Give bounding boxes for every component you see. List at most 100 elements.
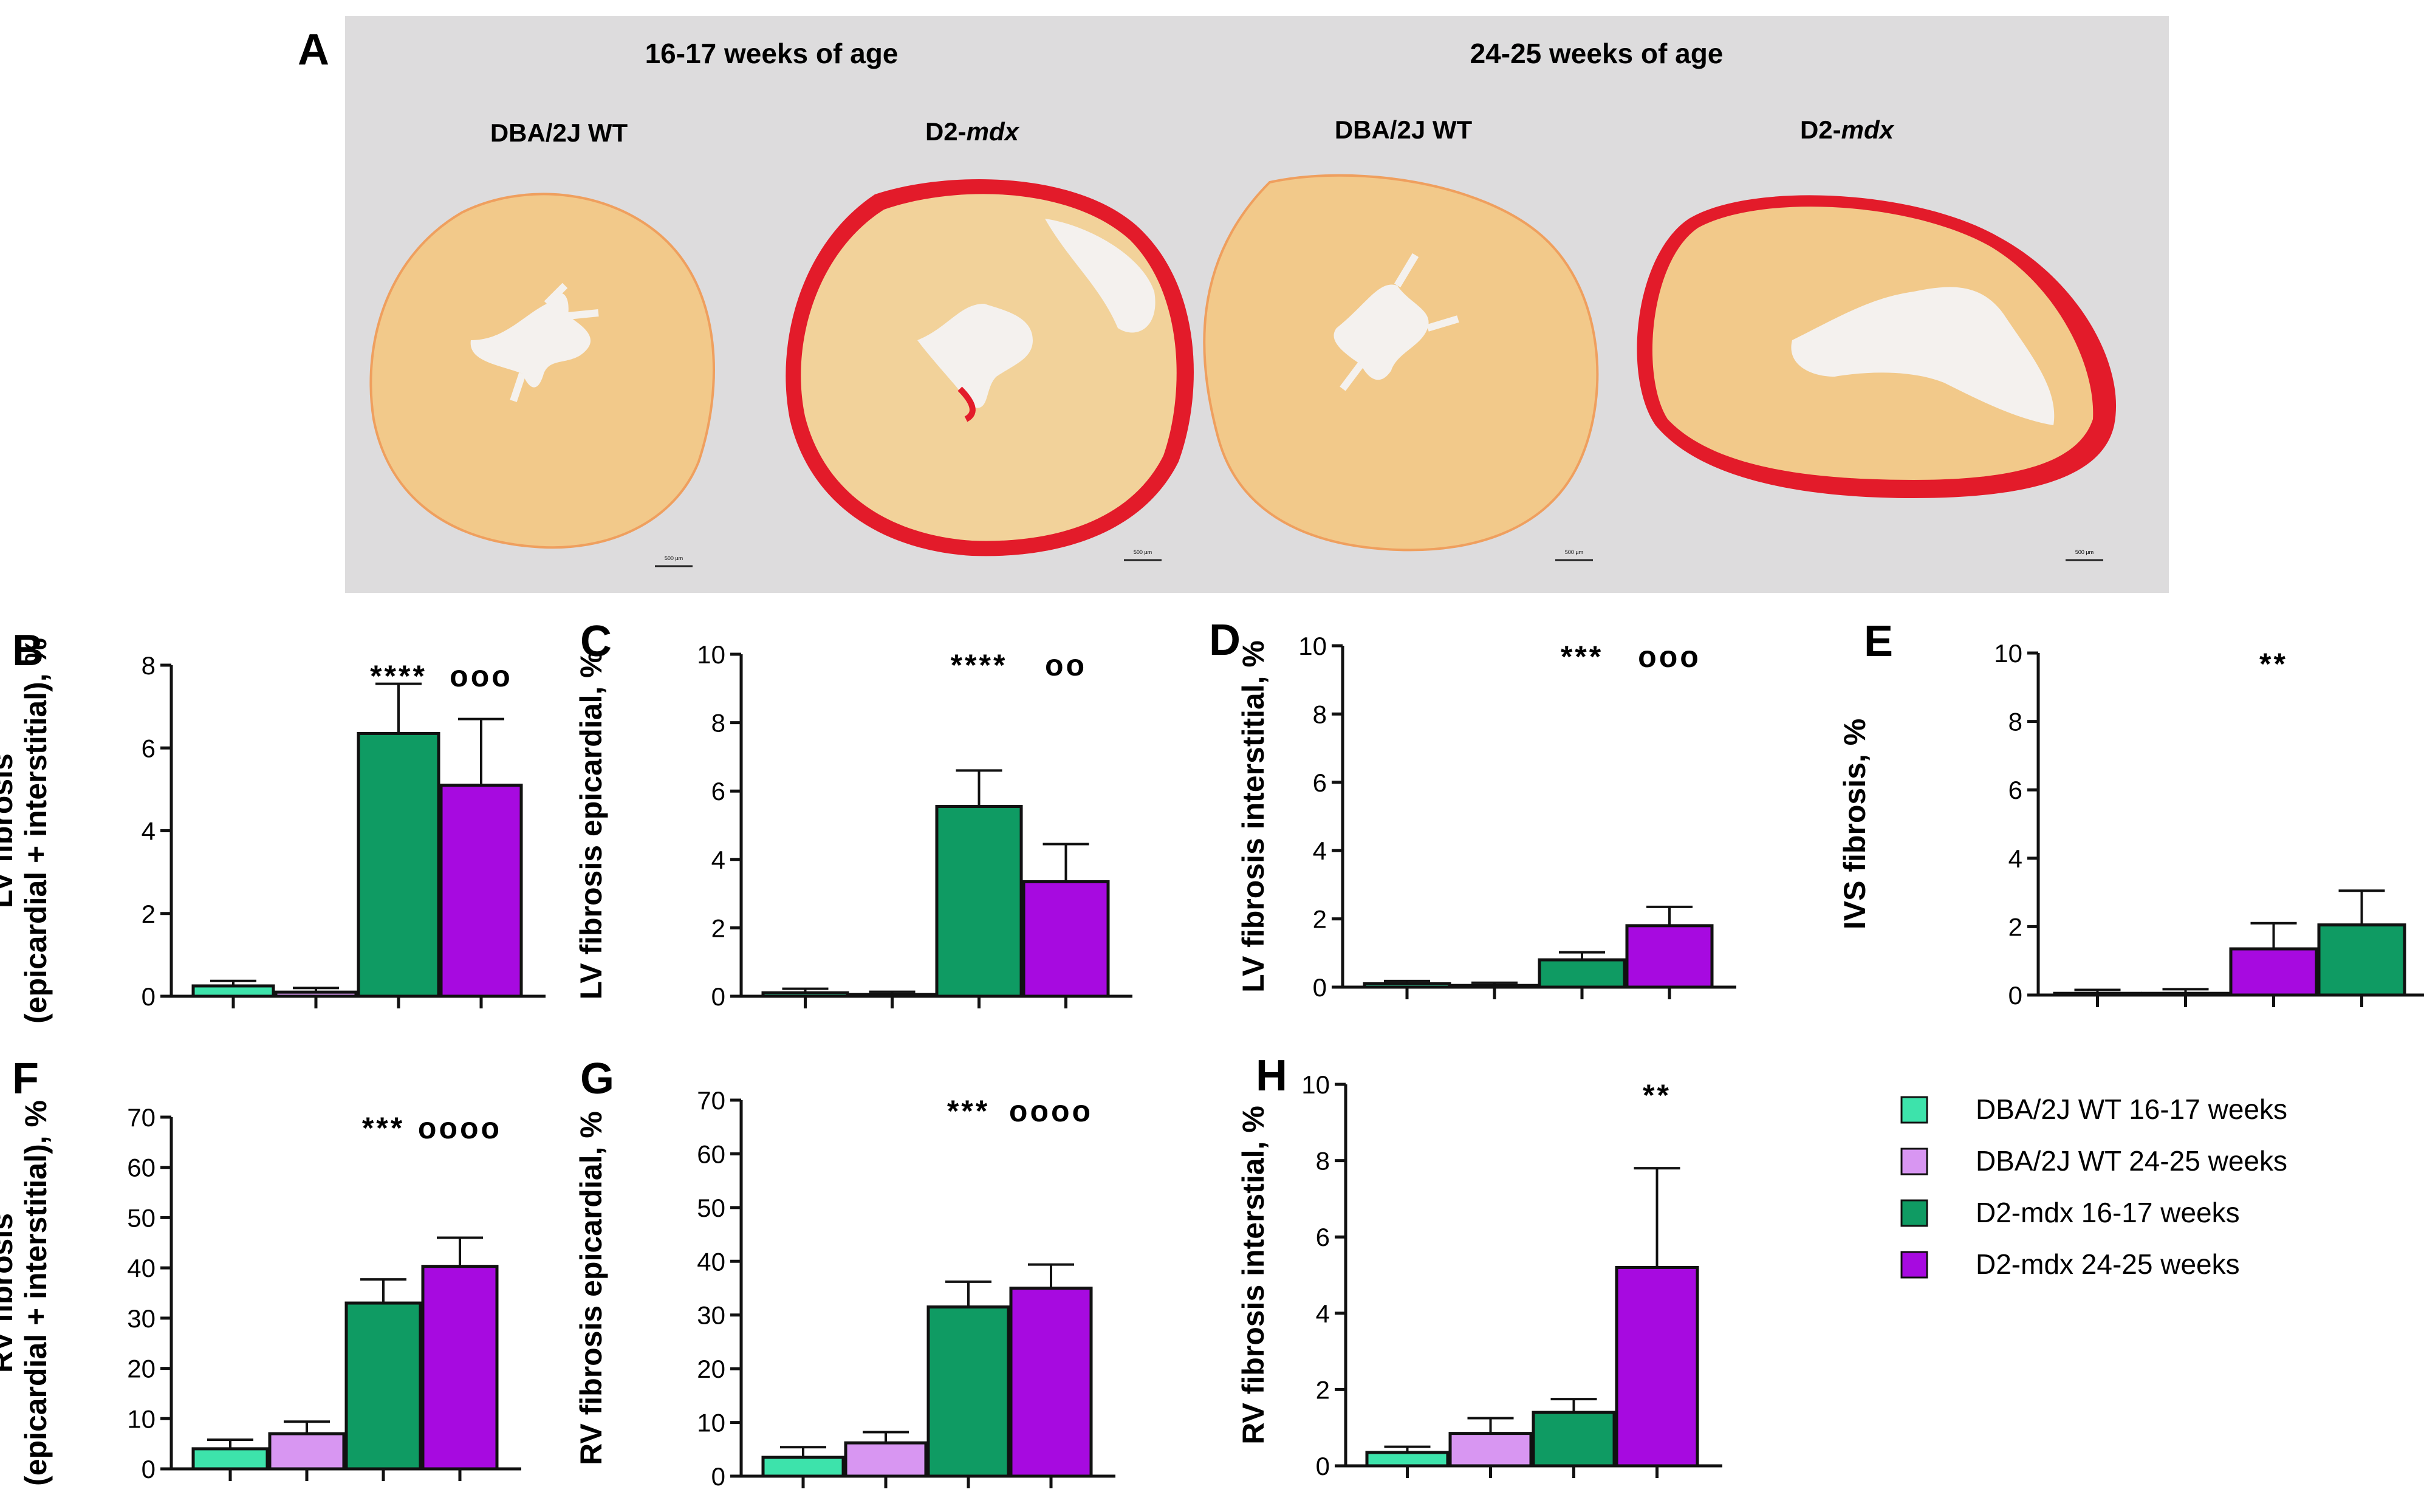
y-tick-label-h-5: 10 xyxy=(1301,1070,1330,1099)
y-tick-label-d-2: 4 xyxy=(1313,836,1327,865)
significance-f-1: oooo xyxy=(418,1111,502,1145)
legend-item-wt-24: DBA/2J WT 24-25 weeks xyxy=(1900,1145,2287,1177)
svg-text:500 µm: 500 µm xyxy=(2075,549,2094,555)
sample-label-mdx-16: D2-mdx xyxy=(925,117,1020,146)
bar-c-3 xyxy=(1022,880,1110,998)
scale-bar-3: 500 µm xyxy=(1555,549,1593,561)
y-tick-label-d-3: 6 xyxy=(1313,768,1327,797)
sample-label-wt-16: DBA/2J WT xyxy=(490,118,628,147)
panel-letter-d: D xyxy=(1209,616,1241,665)
y-axis-label-d: LV fibrosis interstitial, % xyxy=(1236,640,1270,993)
y-tick-label-d-0: 0 xyxy=(1313,973,1327,1002)
heart-image-mdx-16 xyxy=(786,179,1194,556)
significance-c-1: oo xyxy=(1045,648,1087,682)
y-axis-label-c: LV fibrosis epicardial, % xyxy=(574,651,608,999)
bar-h-0 xyxy=(1365,1451,1450,1468)
y-axis-label-h: RV fibrosis interstial, % xyxy=(1236,1106,1270,1445)
legend: DBA/2J WT 16-17 weeks DBA/2J WT 24-25 we… xyxy=(1900,1093,2287,1280)
bar-e-3 xyxy=(2317,923,2406,997)
bar-c-1 xyxy=(848,993,936,998)
chart-h: H RV fibrosis interstial, % 0 2 4 6 8 10 ** xyxy=(1236,1052,1722,1480)
y-axis-label-b: LV fibrosis(epicardial + interstitial), … xyxy=(0,638,53,1024)
y-tick-label-e-4: 8 xyxy=(2008,708,2022,736)
legend-swatch-wt-16 xyxy=(1900,1096,1928,1124)
bar-f-3 xyxy=(421,1265,499,1471)
y-tick-label-d-4: 8 xyxy=(1313,700,1327,728)
legend-item-wt-16: DBA/2J WT 16-17 weeks xyxy=(1900,1093,2287,1125)
bar-f-2 xyxy=(344,1301,422,1471)
y-tick-label-f-3: 30 xyxy=(127,1304,156,1333)
significance-f-0: *** xyxy=(362,1111,405,1145)
scale-bar-4: 500 µm xyxy=(2066,549,2103,561)
y-tick-label-g-3: 30 xyxy=(697,1301,725,1330)
significance-h-0: ** xyxy=(1643,1078,1671,1112)
legend-item-mdx-24: D2-mdx 24-25 weeks xyxy=(1900,1248,2240,1280)
heart-image-wt-16 xyxy=(369,193,715,549)
group-title-24-25: 24-25 weeks of age xyxy=(1470,38,1724,69)
bar-d-3 xyxy=(1625,924,1714,989)
bar-b-1 xyxy=(274,990,358,998)
bar-charts: BLV fibrosis(epicardial + interstitial),… xyxy=(0,616,2424,1491)
y-tick-label-g-5: 50 xyxy=(697,1194,725,1222)
bar-g-2 xyxy=(926,1305,1010,1478)
y-tick-label-c-5: 10 xyxy=(697,640,725,669)
y-tick-label-f-0: 0 xyxy=(142,1455,156,1483)
bar-d-0 xyxy=(1363,982,1451,989)
y-axis-label-g: RV fibrosis epicardial, % xyxy=(574,1111,608,1465)
legend-swatch-mdx-16 xyxy=(1900,1199,1928,1227)
y-tick-label-b-2: 4 xyxy=(142,817,156,846)
y-tick-label-c-1: 2 xyxy=(711,914,725,942)
legend-label-wt-16: DBA/2J WT 16-17 weeks xyxy=(1976,1093,2287,1125)
y-tick-label-g-0: 0 xyxy=(711,1462,725,1491)
y-tick-label-f-6: 60 xyxy=(127,1154,156,1182)
significance-d-1: ooo xyxy=(1638,640,1701,674)
group-title-16-17: 16-17 weeks of age xyxy=(645,38,899,69)
y-tick-label-c-2: 4 xyxy=(711,846,725,874)
y-tick-label-g-1: 10 xyxy=(697,1409,725,1437)
bar-e-0 xyxy=(2053,991,2142,997)
panel-letter-h: H xyxy=(1256,1052,1287,1100)
y-tick-label-b-1: 2 xyxy=(142,900,156,928)
y-tick-label-f-4: 40 xyxy=(127,1254,156,1282)
y-tick-label-d-5: 10 xyxy=(1298,632,1327,660)
svg-text:500 µm: 500 µm xyxy=(1565,549,1583,555)
panel-letter-c: C xyxy=(580,617,612,666)
bar-g-0 xyxy=(761,1456,845,1478)
panel-letter-b: B xyxy=(12,626,44,675)
y-tick-label-h-2: 4 xyxy=(1316,1299,1330,1328)
chart-d: DLV fibrosis interstitial, % 0 2 4 6 8 10 *** oo… xyxy=(1209,616,1736,1002)
y-tick-label-h-1: 2 xyxy=(1316,1375,1330,1404)
y-axis-label-e: IVS fibrosis, % xyxy=(1838,719,1872,929)
y-tick-label-g-6: 60 xyxy=(697,1140,725,1168)
y-tick-label-e-0: 0 xyxy=(2008,981,2022,1010)
bar-g-1 xyxy=(844,1441,928,1478)
scale-bar-2: 500 µm xyxy=(1124,549,1162,561)
significance-e-0: ** xyxy=(2259,647,2288,681)
chart-e: E IVS fibrosis, % 0 2 4 6 8 10 ** xyxy=(1838,617,2424,1010)
y-tick-label-f-2: 20 xyxy=(127,1355,156,1383)
bar-c-0 xyxy=(761,991,849,998)
y-tick-label-g-4: 40 xyxy=(697,1247,725,1276)
y-tick-label-f-7: 70 xyxy=(127,1103,156,1132)
significance-c-0: **** xyxy=(951,648,1008,682)
bar-f-1 xyxy=(268,1432,346,1471)
legend-item-mdx-16: D2-mdx 16-17 weeks xyxy=(1900,1197,2240,1228)
legend-swatch-wt-24 xyxy=(1900,1148,1928,1175)
bar-g-3 xyxy=(1009,1287,1093,1478)
bar-d-2 xyxy=(1538,958,1626,989)
panel-letter-e: E xyxy=(1864,617,1893,666)
significance-b-0: **** xyxy=(370,659,427,693)
bar-d-1 xyxy=(1450,983,1539,989)
bar-e-1 xyxy=(2141,991,2230,997)
chart-f: FRV fibrosis(epicardial + interstitial),… xyxy=(0,1055,521,1486)
svg-text:500 µm: 500 µm xyxy=(1134,549,1152,555)
y-tick-label-e-1: 2 xyxy=(2008,912,2022,941)
significance-d-0: *** xyxy=(1561,640,1603,674)
y-tick-label-c-4: 8 xyxy=(711,709,725,737)
heart-image-wt-24 xyxy=(1203,174,1599,552)
legend-label-wt-24: DBA/2J WT 24-25 weeks xyxy=(1976,1145,2287,1177)
significance-g-0: *** xyxy=(947,1094,990,1128)
y-tick-label-h-4: 8 xyxy=(1316,1147,1330,1175)
y-tick-label-c-0: 0 xyxy=(711,982,725,1011)
